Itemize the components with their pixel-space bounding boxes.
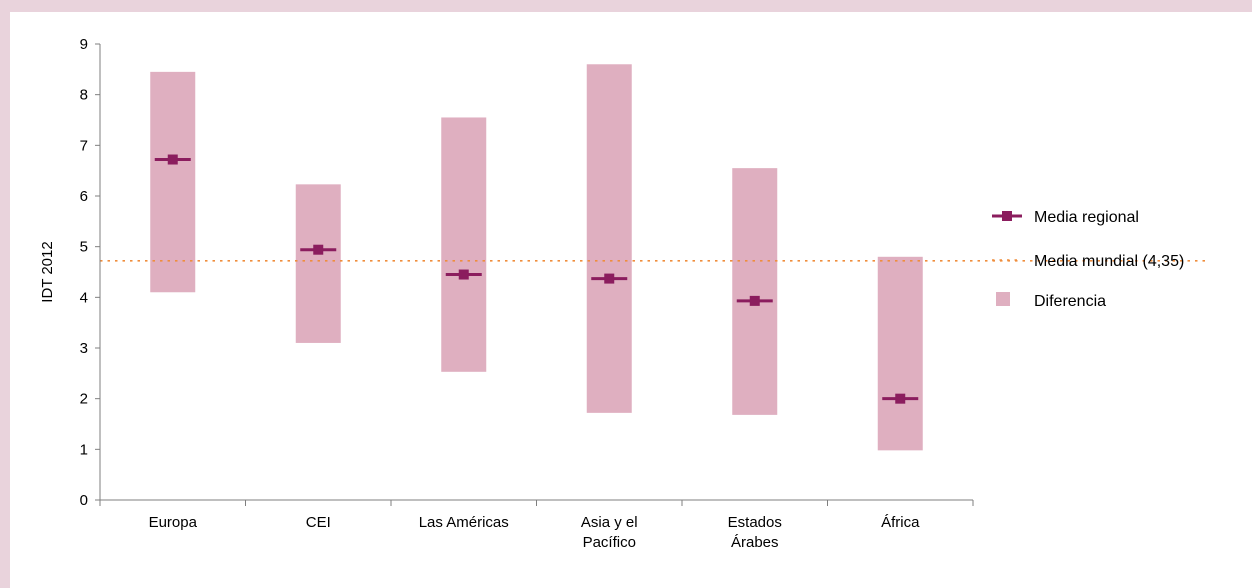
x-tick-label: Estados Árabes xyxy=(728,514,782,551)
y-tick-label: 1 xyxy=(80,441,88,458)
regional-mean-marker xyxy=(154,154,191,165)
y-axis-title: IDT 2012 xyxy=(39,241,56,302)
x-tick-label: Asia y el Pacífico xyxy=(581,514,638,551)
regional-mean-marker xyxy=(445,269,482,280)
range-bar xyxy=(150,71,196,293)
range-bar xyxy=(732,168,778,415)
y-tick-label: 4 xyxy=(80,289,88,306)
legend-item: Media regional xyxy=(992,209,1139,226)
regional-mean-marker xyxy=(300,244,337,255)
y-tick-label: 5 xyxy=(80,239,88,256)
y-tick-label: 2 xyxy=(80,391,88,408)
regional-mean-marker xyxy=(882,393,919,404)
range-bar xyxy=(877,256,923,451)
chart-svg: 0 1 2 3 4 5 6 7 8 9 Europa CEI Las Américas Asia y el… xyxy=(39,36,1205,551)
y-tick-label: 3 xyxy=(80,340,88,357)
regional-mean-marker xyxy=(591,273,628,284)
legend-item: Diferencia xyxy=(996,292,1106,310)
legend: Media regional Media mundial (4,35) Difere… xyxy=(992,209,1184,310)
x-tick-label: Las Américas xyxy=(419,514,509,531)
y-tick-label: 6 xyxy=(80,188,88,205)
y-tick-label: 9 xyxy=(80,36,88,53)
y-tick-label: 8 xyxy=(80,87,88,104)
regional-markers xyxy=(154,154,919,404)
y-tick-label: 0 xyxy=(80,492,88,509)
legend-item: Media mundial (4,35) xyxy=(992,253,1184,270)
range-bar xyxy=(441,117,487,372)
x-tick-label: CEI xyxy=(306,514,331,531)
x-tick-label: África xyxy=(881,514,920,531)
range-bar xyxy=(295,184,341,343)
axes: 0 1 2 3 4 5 6 7 8 9 Europa CEI Las Américas Asia y el… xyxy=(80,36,974,551)
range-bar xyxy=(586,64,632,413)
range-bars xyxy=(150,64,923,451)
legend-label: Media mundial (4,35) xyxy=(1034,253,1184,270)
legend-label: Diferencia xyxy=(1034,293,1106,310)
chart-panel: 0 1 2 3 4 5 6 7 8 9 Europa CEI Las Américas Asia y el… xyxy=(10,12,1252,588)
y-tick-label: 7 xyxy=(80,137,88,154)
regional-mean-marker xyxy=(736,295,773,306)
legend-label: Media regional xyxy=(1034,209,1139,226)
x-tick-label: Europa xyxy=(149,514,198,531)
